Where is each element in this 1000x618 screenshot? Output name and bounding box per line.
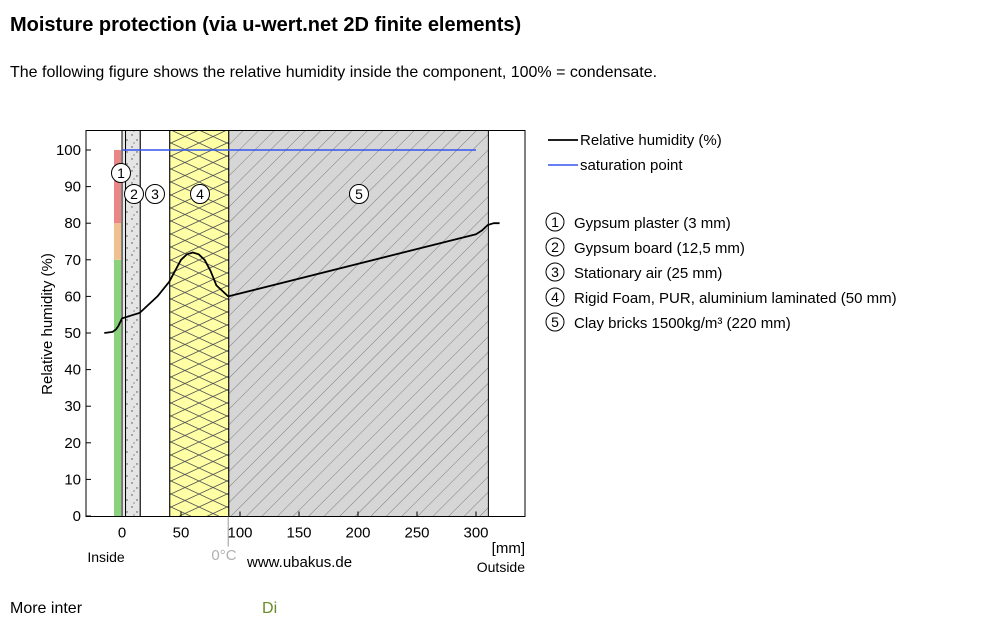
y-tick-label: 100 (56, 142, 81, 159)
footer-text: More inter Di (10, 600, 277, 618)
x-tick-label: 150 (286, 525, 311, 542)
layer-legend-circle (545, 262, 565, 282)
y-tick-label: 0 (73, 508, 81, 525)
y-tick-label: 30 (64, 398, 81, 415)
y-tick-label: 40 (64, 362, 81, 379)
x-tick-label: 200 (345, 525, 370, 542)
layer-marker-number: 4 (196, 186, 204, 202)
x-tick-label: 0 (118, 525, 126, 542)
legend-label: Relative humidity (%) (580, 132, 722, 149)
y-axis-label: Relative humidity (%) (39, 253, 56, 395)
x-tick-label: 50 (173, 525, 190, 542)
y-tick-label: 10 (64, 471, 81, 488)
layer-legend-number: 1 (551, 214, 559, 230)
layer-legend-label: Gypsum board (12,5 mm) (574, 240, 745, 257)
x-tick-label: 250 (404, 525, 429, 542)
layer-legend-circle (545, 312, 565, 332)
layer-pattern-2 (125, 130, 141, 517)
x-axis: 0 50 100 150 200 250 300 (118, 511, 489, 547)
color-bar-segment (114, 259, 121, 516)
layer-marker-circle (111, 163, 131, 183)
footer-more: More inter (10, 600, 83, 617)
y-tick-label: 20 (64, 435, 81, 452)
y-tick-label: 80 (64, 215, 81, 232)
layer-marker-number: 3 (151, 186, 159, 202)
layer-marker-number: 5 (355, 186, 363, 202)
legend-label: saturation point (580, 157, 683, 174)
layer-legend-number: 3 (551, 264, 559, 280)
humidity-color-bar (114, 150, 121, 516)
layer-marker-circle (124, 184, 144, 204)
color-bar-segment (114, 223, 121, 260)
inside-label: Inside (87, 549, 125, 565)
legend: Relative humidity (%) saturation point (548, 132, 722, 174)
plot-frame (85, 130, 526, 517)
layer-marker-circle (349, 184, 369, 204)
layer-legend-label: Stationary air (25 mm) (574, 265, 722, 282)
y-axis: 0 10 20 30 40 50 60 70 80 90 100 (56, 142, 91, 525)
x-unit-label: [mm] (492, 540, 525, 557)
y-tick-label: 60 (64, 288, 81, 305)
layer-bands (121, 130, 489, 517)
color-bar-segment (114, 150, 121, 224)
layer-marker-circle (190, 184, 210, 204)
layer-legend-number: 4 (551, 289, 559, 305)
y-tick-label: 50 (64, 325, 81, 342)
intro-text: The following figure shows the relative … (10, 64, 658, 81)
layer-number-markers: 12 3 4 5 (111, 163, 369, 204)
layer-marker-number: 1 (117, 165, 125, 181)
y-tick-label: 70 (64, 252, 81, 269)
layer-legend-circle (545, 237, 565, 257)
layer-legend: 1 Gypsum plaster (3 mm) 2 Gypsum board (12,… (545, 212, 897, 332)
outside-label: Outside (477, 559, 525, 575)
layer-band-1 (122, 130, 126, 517)
layer-legend-label: Rigid Foam, PUR, aluminium laminated (50… (574, 290, 897, 307)
layer-legend-number: 5 (551, 314, 559, 330)
layer-legend-circle (545, 212, 565, 232)
series-lines (104, 149, 500, 334)
y-tick-label: 90 (64, 179, 81, 196)
series-line (104, 222, 500, 334)
layer-legend-label: Clay bricks 1500kg/m³ (220 mm) (574, 315, 791, 332)
layer-marker-circle (145, 184, 165, 204)
watermark: www.ubakus.de (246, 554, 352, 571)
footer-link[interactable]: Di (262, 600, 278, 617)
layer-legend-number: 2 (551, 239, 559, 255)
layer-legend-circle (545, 287, 565, 307)
x-tick-label: 100 (227, 525, 252, 542)
freeze-label: 0°C (211, 547, 236, 564)
layer-legend-label: Gypsum plaster (3 mm) (574, 215, 731, 232)
layer-marker-number: 2 (130, 186, 138, 202)
page-title: Moisture protection (via u-wert.net 2D f… (10, 14, 522, 36)
x-tick-label: 300 (463, 525, 488, 542)
